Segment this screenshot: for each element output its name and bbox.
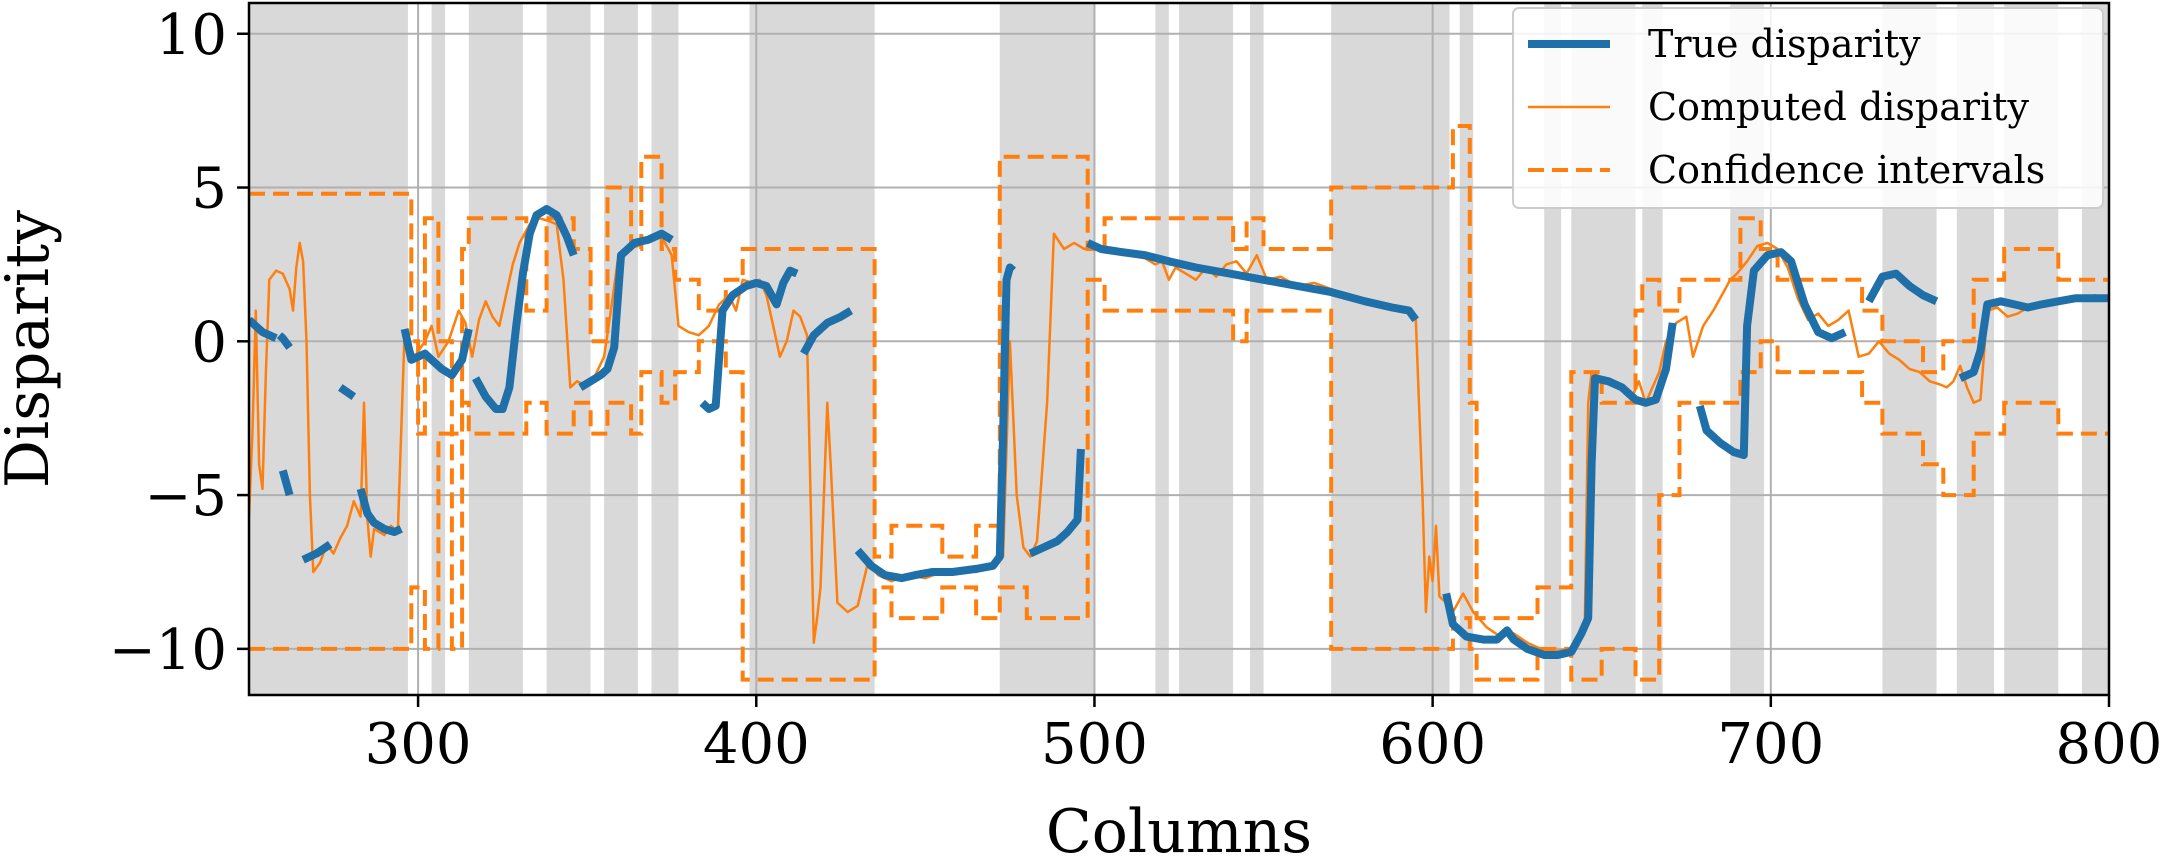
plot-frame xyxy=(247,1,2111,697)
x-tick-label: 700 xyxy=(1717,712,1824,777)
series-true-disparity-segment-2 xyxy=(278,469,294,497)
shaded-band-10 xyxy=(1250,3,1264,695)
series-true-disparity-segment-5 xyxy=(356,487,403,536)
legend: True disparity Computed disparity Confid… xyxy=(1512,7,2104,209)
series-true-disparity-segment-3 xyxy=(301,540,333,564)
shaded-band-7 xyxy=(999,3,1095,695)
series-true-disparity-segment-10 xyxy=(800,307,854,356)
shaded-band-0 xyxy=(249,3,408,695)
x-tick-label: 400 xyxy=(703,712,810,777)
shaded-band-11 xyxy=(1331,3,1450,695)
shaded-band-9 xyxy=(1179,3,1234,695)
y-tick-label: 10 xyxy=(156,3,227,68)
y-axis-label: Disparity xyxy=(0,210,63,488)
series-true-disparity-segment-13 xyxy=(1086,239,1419,323)
x-tick-label: 800 xyxy=(2056,712,2163,777)
shaded-band-12 xyxy=(1459,3,1474,695)
legend-box xyxy=(1512,7,2104,209)
series-true-disparity-segment-8 xyxy=(578,229,674,391)
series-true-disparity-segment-16 xyxy=(1865,269,1939,305)
y-tick-label: 5 xyxy=(191,157,227,222)
legend-label-true: True disparity xyxy=(1648,22,1921,66)
shaded-band-4 xyxy=(604,3,638,695)
series-true-disparity-segment-9 xyxy=(699,266,799,413)
series-true-disparity-segment-14 xyxy=(1442,322,1677,659)
series-true-disparity-segment-12 xyxy=(1028,448,1085,558)
series-true-disparity-segment-4 xyxy=(338,384,357,400)
legend-label-confidence: Confidence intervals xyxy=(1648,148,2045,192)
series-true-disparity-segment-0 xyxy=(249,316,278,342)
shaded-band-5 xyxy=(651,3,679,695)
series-true-disparity-segment-1 xyxy=(276,332,293,350)
shaded-band-8 xyxy=(1155,3,1169,695)
x-axis-label: Columns xyxy=(1046,797,1312,858)
series-true-disparity-segment-6 xyxy=(400,328,473,380)
series-true-disparity-segment-11 xyxy=(854,263,1016,583)
series-confidence-intervals-segment-1 xyxy=(249,277,2109,682)
series-computed-disparity-segment-0 xyxy=(249,217,2109,654)
x-tick-label: 600 xyxy=(1379,712,1486,777)
y-tick-label: −5 xyxy=(144,464,227,529)
x-tick-label: 500 xyxy=(1041,712,1148,777)
y-tick-label: −10 xyxy=(109,618,227,683)
series-lines xyxy=(249,124,2109,682)
axis-ticks: 300 400 500 600 700 800 −10 −5 0 5 10 xyxy=(109,3,2163,777)
x-tick-label: 300 xyxy=(365,712,472,777)
legend-label-computed: Computed disparity xyxy=(1648,85,2029,129)
shaded-band-1 xyxy=(431,3,446,695)
series-true-disparity-segment-7 xyxy=(472,205,578,413)
y-tick-label: 0 xyxy=(191,310,227,375)
series-true-disparity-segment-17 xyxy=(1958,294,2109,382)
series-true-disparity-segment-15 xyxy=(1695,248,1847,460)
